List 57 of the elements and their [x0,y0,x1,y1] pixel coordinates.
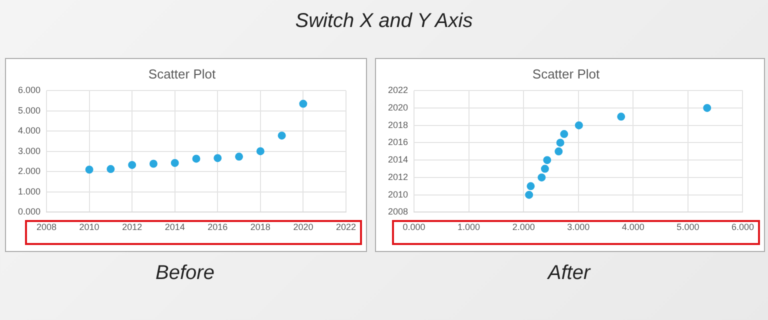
x-tick-label: 4.000 [622,222,644,232]
x-tick-label: 2010 [79,222,100,232]
y-tick-label: 2022 [388,85,408,96]
text: Switch X and Y Axis [295,10,473,32]
point [703,104,712,112]
point [299,100,308,108]
x-tick-label: 3.000 [567,222,590,232]
point [554,147,563,156]
point [540,164,549,173]
y-tick-label: 2014 [388,154,408,165]
x-tick-label: 5.000 [676,222,700,232]
x-tick-label: 2022 [336,222,356,232]
text: Before [154,262,216,285]
y-tick-label: 2020 [388,102,408,112]
y-tick-label: 6.000 [18,85,41,96]
y-tick-label: 2012 [388,172,408,182]
point [278,132,286,140]
y-tick-label: 3.000 [18,146,41,156]
x-tick-label: 2020 [293,222,314,232]
point [106,165,115,174]
x-tick-label: 2012 [122,222,142,232]
point [560,130,568,138]
x-tick-label: 2.000 [512,222,535,232]
y-tick-label: 2.000 [18,166,41,176]
x-tick-label: 2014 [164,222,185,232]
point [128,160,136,169]
point [256,147,264,156]
y-tick-label: 4.000 [18,126,41,136]
y-tick-label: 1.000 [18,186,41,196]
x-tick-label: 2008 [36,222,57,232]
chart-title: Scatter Plot [148,66,216,82]
point [214,154,222,162]
point [525,190,534,199]
point [192,154,200,163]
point [556,138,564,147]
x-tick-label: 2018 [250,222,270,232]
y-tick-label: 5.000 [18,105,41,116]
point [538,173,546,182]
point [235,152,244,161]
point [149,160,158,168]
x-tick-label: 0.000 [402,222,426,232]
y-tick-label: 2010 [388,189,408,200]
y-tick-label: 2008 [388,206,408,217]
y-tick-label: 2018 [388,120,408,130]
chart-title: Scatter Plot [532,66,600,82]
x-tick-label: 6.000 [731,222,754,232]
point [85,166,94,174]
text: After [546,262,592,285]
x-tick-label: 2016 [208,222,228,232]
point [617,112,626,121]
point [170,158,179,167]
y-tick-label: 2016 [388,137,408,148]
point [543,156,552,164]
x-tick-label: 1.000 [458,222,480,232]
point [526,182,535,190]
point [574,121,583,130]
y-tick-label: 0.000 [18,206,41,217]
